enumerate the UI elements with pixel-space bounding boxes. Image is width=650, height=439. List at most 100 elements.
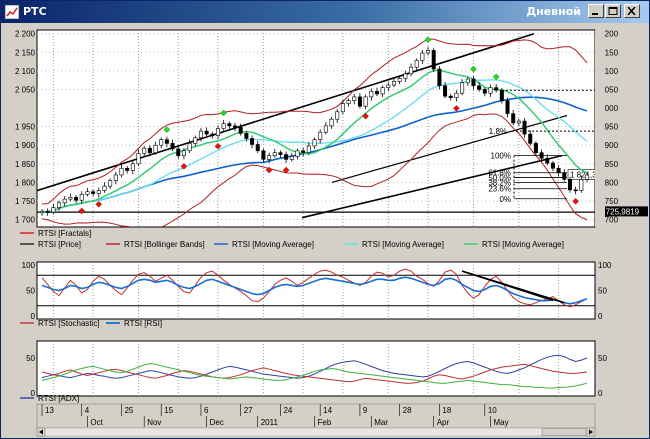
fractal-up-marker [163,126,171,134]
candle-body [533,143,538,153]
close-icon [627,7,636,15]
fibonacci-level-label: 61.8% [488,169,511,178]
oscillator-tick-label-right: 100 [598,261,612,270]
candle-body [329,118,334,127]
candle-body [210,133,215,136]
maximize-button[interactable] [605,4,621,18]
candle-body [215,128,220,136]
candle-body [74,196,79,201]
price-tick-label-right: 2 100 [598,67,619,76]
oscillator-tick-label-right: 50 [598,287,607,296]
oscillator-gridlines [37,262,595,319]
time-tick-label: 27 [244,406,253,415]
candle-body [482,89,487,94]
candle-body [198,130,203,139]
candle-body [193,137,198,144]
price-tick-label-right: 2 050 [598,85,619,94]
candle-body [301,150,306,153]
oscillator-legend: RTSI [Stochastic] RTSI [RSI] [20,319,162,328]
candle-body [346,100,351,104]
close-button[interactable] [624,4,640,18]
adx-series-line [41,363,588,389]
candle-body [323,125,328,133]
adx-plot [41,354,588,389]
oscillator-panel[interactable] [36,261,596,320]
candle-body [426,50,431,54]
time-tick-label: 28 [403,406,412,415]
candle-body [272,152,277,156]
minimize-icon [592,13,598,15]
candle-body [550,162,555,169]
time-month-label: Feb [318,418,332,427]
candle-body [62,198,67,204]
time-month-label: Mar [374,418,388,427]
price-tick-label: 1 900 [15,141,36,150]
price-tick-label: 2 150 [15,48,36,57]
fibonacci-level-label: 100% [491,152,511,161]
candle-body [522,120,527,135]
legend-label: RTSI [ADX] [38,394,79,403]
candle-body [391,80,396,86]
candle-body [289,156,294,160]
candle-body [403,73,408,79]
candle-body [437,68,442,87]
time-axis-strip [36,403,596,429]
candle-body [397,78,402,82]
stochastic-line [41,268,588,308]
adx-series-line [41,354,588,379]
price-panel[interactable] [36,29,596,228]
candle-body [130,163,135,171]
candle-body [443,85,448,97]
candle-body [516,120,521,124]
candle-body [471,78,476,87]
price-tick-label-right: 2 150 [598,48,619,57]
scroll-right-icon [589,429,593,435]
fractal-up-marker [424,36,432,44]
fractal-down-marker [362,112,369,120]
price-tick-label: 1 950 [15,123,36,132]
candle-body [556,167,561,174]
candle-body [386,84,391,88]
horizontal-scrollbar[interactable] [36,427,596,437]
candle-body [380,87,385,95]
candle-body [96,190,101,194]
candle-body [45,211,50,213]
candle-body [465,78,470,84]
adx-panel[interactable] [36,340,596,397]
title-bar[interactable]: РТС Дневной [1,1,649,23]
candle-body [102,185,107,191]
fractal-down-marker [180,162,188,170]
price-tick-label: 2 100 [15,67,36,76]
candle-body [238,127,243,134]
trend-line-upper [37,32,535,192]
timeframe-label: Дневной [526,5,581,18]
candle-body [369,91,374,98]
price-tick-label: 1 750 [15,197,36,206]
candle-body [318,131,323,140]
candle-body [136,153,141,165]
fractal-up-marker [470,65,477,73]
candle-body [108,180,113,187]
candle-body [420,52,425,61]
fractal-down-marker [453,105,460,112]
candle-body [567,179,572,191]
price-plot: 100% 61.8%50.0%38.2%23.6%0% 1.8% [37,32,595,227]
time-tick-label: 24 [283,406,292,415]
minimize-button[interactable] [588,4,604,18]
price-tick-label-right: 1 900 [598,141,619,150]
candle-body [488,87,493,94]
price-tick-label: 2 200 [15,30,36,39]
candle-body [448,95,453,98]
candle-body [204,130,209,135]
candle-body [119,167,124,176]
candle-body [176,148,181,156]
price-y-axis: 2 200 2 150 2 100 2 050 1 950 1 900 1 850 1 800… [15,30,648,225]
oscillator-tick-label-right: 0 [598,312,603,321]
rsi-trend-line [461,270,554,302]
candle-body [170,143,175,150]
candle-body [431,50,436,70]
price-tick-label-right: 1 850 [598,160,619,169]
candle-body [584,174,589,180]
candle-body [153,144,158,153]
candle-body [511,113,516,124]
